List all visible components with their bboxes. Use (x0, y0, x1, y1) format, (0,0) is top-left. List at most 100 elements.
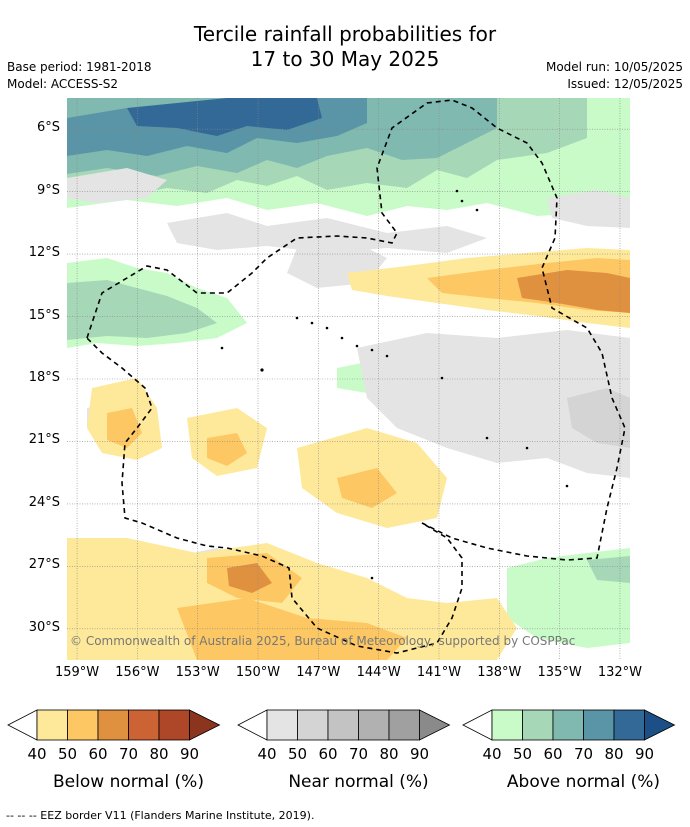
colorbar-under-triangle (237, 709, 268, 741)
colorbar-segment (67, 709, 99, 741)
colorbar-tick-label: 60 (88, 745, 108, 763)
latitude-tick-label: 18°S (28, 370, 60, 385)
near-region-east-band (357, 330, 630, 478)
island (440, 376, 444, 380)
island (460, 199, 464, 203)
longitude-tick-label: 144°W (356, 665, 401, 680)
model-info: Base period: 1981-2018 Model: ACCESS-S2 (7, 59, 152, 93)
island (260, 368, 264, 372)
island (565, 484, 569, 488)
colorbar-tick-label: 40 (27, 745, 47, 763)
latitude-tick-label: 24°S (28, 494, 60, 510)
eez-footnote: -- -- -- EEZ border V11 (Flanders Marine… (6, 809, 315, 822)
colorbar-tick-label: 80 (379, 745, 399, 763)
island (295, 316, 299, 320)
colorbar-above (462, 709, 676, 741)
colorbar-tick-label: 70 (573, 745, 594, 763)
colorbar-under-triangle (462, 709, 493, 741)
island (385, 354, 389, 358)
colorbar-tick-label: 80 (149, 745, 169, 763)
longitude-tick-label: 156°W (115, 665, 160, 680)
eez-border-french-polynesia (86, 99, 626, 654)
colorbar-near (237, 709, 451, 741)
longitude-tick-label: 150°W (235, 665, 281, 680)
graticule (67, 98, 630, 660)
run-info: Model run: 10/05/2025 Issued: 12/05/2025 (546, 59, 683, 93)
above-region-west-mid (67, 280, 217, 340)
latitude-tick-label: 30°S (28, 619, 60, 635)
colorbar-under-triangle (7, 709, 38, 741)
colorbar-segment (388, 709, 420, 741)
island (370, 576, 374, 580)
latitude-tick-label: 6°S (36, 120, 60, 136)
colorbar-segment (522, 709, 554, 741)
longitude-tick-label: 132°W (597, 665, 643, 680)
colorbar-tick-label: 90 (634, 745, 655, 763)
longitude-tick-label: 138°W (477, 665, 522, 680)
copyright-notice: © Commonwealth of Australia 2025, Bureau… (70, 634, 576, 648)
near-region-north-central (167, 213, 487, 253)
near-region-northwest (67, 168, 167, 203)
colorbar-tick-label: 70 (348, 745, 369, 763)
islands (220, 189, 569, 580)
colorbar-segment (97, 709, 129, 741)
colorbar-tick-label: 70 (118, 745, 139, 763)
colorbar-segment (266, 709, 298, 741)
colorbar-segment (297, 709, 329, 741)
island (525, 446, 529, 450)
island (220, 346, 224, 350)
colorbar-tick-label: 80 (604, 745, 624, 763)
island (455, 189, 459, 193)
colorbar-tick-label: 40 (257, 745, 277, 763)
island (310, 321, 314, 325)
colorbar-segment (491, 709, 523, 741)
longitude-tick-label: 153°W (175, 665, 220, 680)
latitude-tick-label: 21°S (28, 432, 60, 448)
colorbar-title: Below normal (%) (53, 772, 204, 792)
rainfall-map (67, 98, 630, 660)
colorbar-tick-label: 90 (179, 745, 200, 763)
below-region-southwest (67, 538, 517, 660)
latitude-tick-label: 27°S (28, 557, 60, 573)
colorbar-segment (128, 709, 160, 741)
base-period: Base period: 1981-2018 (7, 60, 152, 74)
island (485, 436, 489, 440)
colorbar-title: Above normal (%) (506, 772, 661, 792)
colorbar-title: Near normal (%) (288, 772, 429, 792)
latitude-tick-label: 9°S (36, 182, 60, 198)
below-region-south-dark (227, 563, 272, 593)
longitude-tick-label: 147°W (296, 665, 341, 680)
colorbar-tick-label: 50 (287, 745, 308, 763)
longitude-tick-label: 141°W (416, 665, 462, 680)
island (340, 336, 344, 340)
colorbar-segment (358, 709, 390, 741)
below-region-west-mid-core (107, 408, 142, 448)
colorbar-over-triangle (644, 709, 676, 741)
colorbar-segment (583, 709, 615, 741)
colorbar-over-triangle (189, 709, 221, 741)
longitude-tick-label: 135°W (537, 665, 582, 680)
map-title: Tercile rainfall probabilities for 17 to… (0, 22, 690, 72)
issued-date: Issued: 12/05/2025 (567, 77, 683, 91)
title-line-1: Tercile rainfall probabilities for (193, 22, 497, 46)
colorbar-segment (327, 709, 359, 741)
island (475, 208, 479, 212)
colorbar-tick-label: 60 (543, 745, 563, 763)
colorbar-below (7, 709, 221, 741)
island (325, 326, 329, 330)
eez-borders (86, 99, 626, 654)
above-region-southeast-mid (587, 556, 630, 583)
colorbar-tick-label: 40 (482, 745, 502, 763)
colorbar-segment (552, 709, 584, 741)
colorbar-segment (158, 709, 190, 741)
near-region-northeast (547, 190, 630, 228)
island (370, 348, 374, 352)
below-region-south-central-core (337, 468, 397, 508)
latitude-tick-label: 12°S (28, 245, 60, 261)
model-run: Model run: 10/05/2025 (545, 60, 683, 74)
colorbar-tick-label: 90 (409, 745, 430, 763)
colorbar-tick-label: 60 (318, 745, 338, 763)
near-region-east-band-mid (567, 388, 630, 448)
colorbar-tick-label: 50 (57, 745, 78, 763)
title-line-2: 17 to 30 May 2025 (250, 47, 440, 71)
